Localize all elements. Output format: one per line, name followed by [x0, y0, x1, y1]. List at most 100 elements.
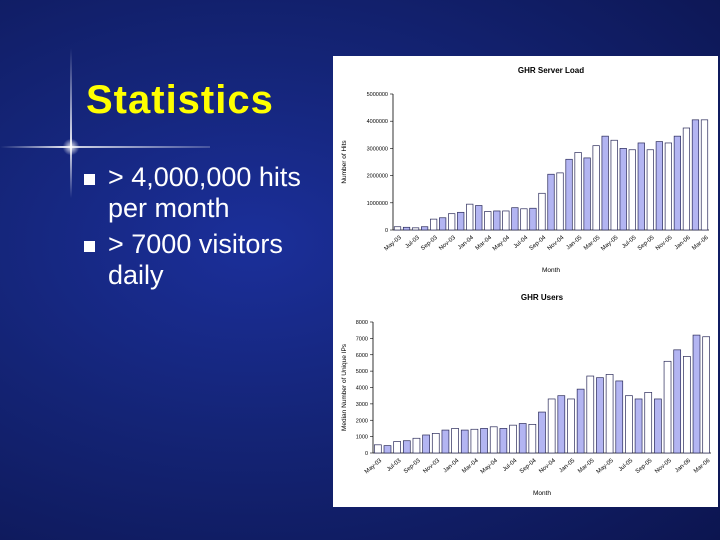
chart-title: GHR Server Load	[518, 66, 584, 75]
bar	[374, 444, 382, 454]
bar	[565, 158, 573, 231]
x-tick-label: Sep-03	[420, 235, 439, 252]
bar	[625, 395, 633, 454]
x-tick-label: Jan-04	[457, 235, 475, 252]
bar	[460, 429, 469, 454]
bar	[583, 157, 591, 231]
bar	[499, 428, 508, 454]
bar	[441, 429, 450, 454]
bar	[393, 441, 401, 454]
y-tick-label: 3000000	[367, 146, 388, 152]
x-axis-label: Month	[542, 267, 560, 274]
bar	[484, 211, 492, 231]
bar	[547, 173, 555, 231]
bar	[466, 203, 474, 231]
bar	[493, 210, 501, 231]
y-tick-label: 1000000	[367, 201, 388, 207]
charts-panel: GHR Server Load Number of Hits 0 1000000 200…	[333, 56, 718, 507]
bar	[528, 423, 537, 454]
bar	[702, 336, 710, 454]
y-tick-label: 7000	[356, 336, 368, 342]
charts-svg: GHR Server Load Number of Hits 0 1000000 200…	[341, 66, 712, 497]
bar	[509, 424, 517, 454]
square-bullet-icon	[84, 241, 95, 252]
bar	[411, 227, 420, 231]
x-tick-label: May-03	[384, 235, 404, 253]
bar	[480, 428, 488, 454]
x-tick-label: Sep-03	[403, 458, 422, 475]
bar	[431, 433, 440, 454]
y-axis-label: Median Number of Unique IPs	[341, 343, 348, 431]
bullet-item: > 4,000,000 hits per month	[84, 162, 334, 224]
bar	[448, 213, 456, 231]
x-tick-label: Jan-05	[558, 458, 576, 475]
x-tick-label: Sep-04	[529, 235, 548, 252]
y-tick-label: 3000	[356, 402, 368, 408]
bar	[502, 210, 510, 231]
x-tick-label: Jul-03	[404, 235, 421, 251]
bar	[673, 135, 682, 231]
bar	[663, 360, 672, 454]
x-tick-label: May-05	[596, 458, 616, 476]
x-tick-label: Jan-04	[442, 458, 460, 475]
x-tick-label: Jan-06	[674, 458, 692, 475]
x-tick-label: Nov-05	[655, 235, 674, 252]
x-tick-label: Nov-04	[538, 458, 557, 475]
y-tick-label: 0	[365, 451, 368, 457]
y-tick-label: 2000	[356, 418, 368, 424]
bar	[700, 119, 709, 231]
y-tick-label: 6000	[356, 353, 368, 359]
x-tick-label: Jul-05	[621, 235, 638, 251]
bar	[451, 428, 459, 454]
x-tick-label: Sep-05	[637, 235, 656, 252]
bar	[489, 426, 498, 454]
bar	[574, 152, 582, 231]
bar	[457, 211, 465, 231]
y-tick-label: 4000	[356, 386, 368, 392]
bar	[576, 388, 585, 454]
bar	[637, 142, 645, 231]
bar	[615, 380, 624, 454]
bar	[402, 226, 411, 231]
x-tick-label: Mar-04	[461, 458, 480, 475]
bar	[439, 217, 447, 231]
x-tick-label: Sep-05	[635, 458, 654, 475]
bar	[634, 398, 643, 454]
x-tick-label: Mar-05	[583, 235, 602, 252]
bar	[691, 119, 700, 231]
x-tick-label: May-04	[492, 235, 512, 253]
bar	[511, 207, 519, 231]
bar	[538, 411, 546, 454]
bar	[586, 375, 595, 454]
bar	[402, 440, 411, 454]
y-tick-label: 5000000	[367, 92, 388, 98]
y-tick-label: 1000	[356, 435, 368, 441]
x-tick-label: Nov-05	[654, 458, 673, 475]
bar	[422, 434, 430, 454]
x-tick-label: May-05	[600, 235, 620, 253]
bar	[601, 135, 609, 231]
x-tick-label: Mar-05	[577, 458, 596, 475]
x-tick-label: May-03	[364, 458, 384, 476]
x-tick-label: Jul-04	[502, 458, 519, 474]
bar	[646, 149, 654, 231]
bar	[655, 141, 663, 231]
bar	[470, 428, 479, 454]
x-tick-label: May-04	[480, 458, 500, 476]
y-tick-label: 4000000	[367, 119, 388, 125]
bar	[567, 398, 575, 454]
y-tick-label: 0	[385, 228, 388, 234]
y-axis-label: Number of Hits	[341, 140, 348, 184]
bar	[475, 205, 483, 231]
lens-flare-glow	[62, 139, 80, 155]
x-tick-label: Jul-03	[386, 458, 403, 474]
slide-title: Statistics	[86, 78, 274, 122]
square-bullet-icon	[84, 174, 95, 185]
bar	[520, 208, 528, 231]
bar	[420, 226, 429, 231]
bar	[682, 127, 691, 231]
bar	[692, 334, 701, 454]
bar	[518, 423, 527, 454]
x-tick-label: Nov-03	[438, 235, 457, 252]
x-tick-label: Nov-03	[422, 458, 441, 475]
